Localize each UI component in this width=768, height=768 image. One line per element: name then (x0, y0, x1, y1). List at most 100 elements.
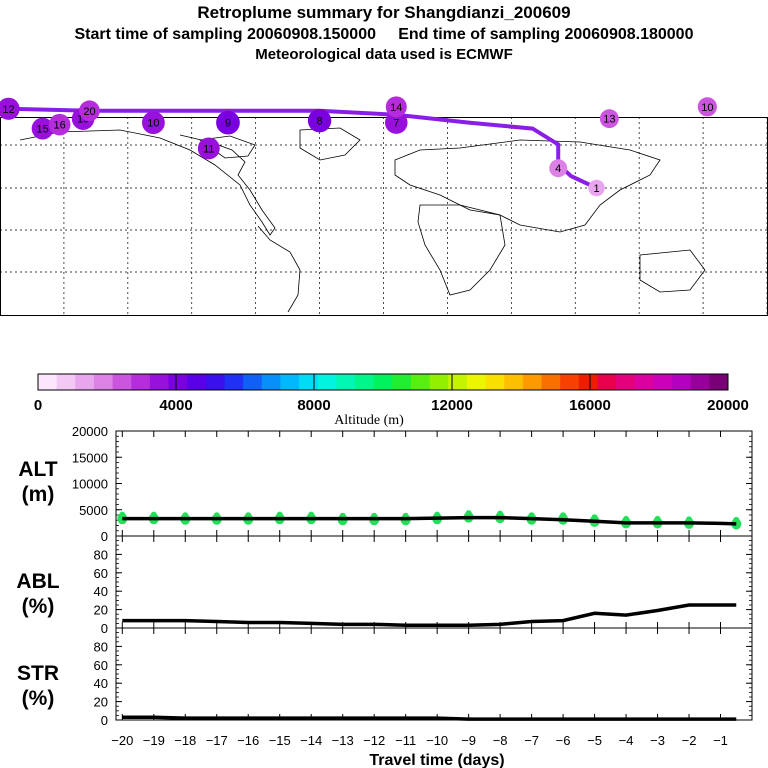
colorbar-swatch (336, 374, 356, 390)
altitude-point-spread (182, 512, 189, 519)
map-frame (0, 117, 768, 316)
plume-marker (307, 108, 332, 133)
x-tick-label: −1 (713, 733, 728, 748)
altitude-point-spread (245, 512, 252, 519)
x-tick-label: −5 (587, 733, 602, 748)
colorbar-swatch (634, 374, 654, 390)
colorbar-swatch (299, 374, 319, 390)
y-axis-label: ALT (18, 458, 57, 481)
colorbar-swatch (653, 374, 673, 390)
x-tick-label: −19 (143, 733, 165, 748)
y-tick-label: 10000 (72, 477, 108, 492)
altitude-point-spread (434, 511, 441, 518)
colorbar-swatch (541, 374, 561, 390)
x-tick-label: −16 (237, 733, 259, 748)
colorbar-swatch (709, 374, 729, 390)
y-tick-label: 0 (101, 621, 108, 636)
sampling-times: Start time of sampling 20060908.150000 E… (74, 26, 694, 43)
x-tick-label: −13 (332, 733, 354, 748)
page-title: Retroplume summary for Shangdianzi_20060… (197, 3, 571, 22)
x-tick-label: −11 (395, 733, 416, 748)
altitude-point-spread (654, 515, 661, 522)
plume-marker (142, 111, 165, 135)
coastline (19, 129, 276, 236)
y-axis-label-unit: (%) (22, 687, 55, 710)
coastline (257, 225, 301, 313)
y-tick-label: 40 (94, 584, 108, 599)
altitude-point-spread (308, 511, 315, 518)
plume-marker (385, 96, 407, 118)
x-tick-label: −10 (426, 733, 448, 748)
met-data-source: Meteorological data used is ECMWF (255, 46, 513, 63)
altitude-colorbar: 0 4000 8000 12000 16000 20000 Altitude (m) (34, 373, 749, 428)
colorbar-swatch (560, 374, 580, 390)
series-line (122, 715, 737, 721)
plume-marker-label: 4 (555, 163, 561, 175)
plume-marker (599, 109, 619, 129)
y-tick-label: 60 (94, 566, 108, 581)
y-tick-label: 80 (94, 639, 108, 654)
colorbar-tick-label: 4000 (159, 397, 192, 414)
colorbar-swatch (392, 374, 412, 390)
plume-marker (549, 159, 568, 178)
y-axis-label: STR (17, 662, 59, 685)
colorbar-swatch (224, 374, 244, 390)
plume-marker-label: 1 (593, 183, 599, 195)
colorbar-swatch (168, 374, 188, 390)
plume-marker-label: 8 (317, 116, 323, 128)
colorbar-swatch (522, 374, 542, 390)
x-tick-label: −4 (619, 733, 634, 748)
y-tick-label: 20 (94, 603, 108, 618)
y-tick-label: 15000 (72, 450, 108, 465)
plume-marker-label: 15 (36, 124, 48, 136)
colorbar-swatch (690, 374, 710, 390)
colorbar-swatch (280, 374, 300, 390)
altitude-point-spread (686, 516, 693, 523)
colorbar-swatch (38, 374, 58, 390)
plume-marker (0, 97, 20, 120)
x-tick-label: −20 (111, 733, 133, 748)
colorbar-tick-label: 0 (34, 397, 42, 414)
y-tick-label: 40 (94, 676, 108, 691)
colorbar-swatch (149, 374, 169, 390)
colorbar-tick-label: 16000 (569, 397, 611, 414)
plume-marker-label: 9 (225, 118, 231, 130)
colorbar-swatch (616, 374, 636, 390)
altitude-point-spread (119, 511, 126, 518)
altitude-point-spread (497, 510, 504, 517)
y-tick-label: 80 (94, 547, 108, 562)
altitude-point-spread (591, 514, 598, 521)
plume-marker (197, 137, 220, 160)
plume-marker (588, 179, 605, 197)
panel-alt: 0 5000 10000 15000 20000 ALT(m) (18, 424, 753, 544)
plume-marker-label: 10 (701, 102, 713, 114)
x-tick-label: −18 (174, 733, 196, 748)
x-tick-label: −3 (650, 733, 665, 748)
colorbar-swatch (93, 374, 113, 390)
colorbar-swatch (466, 374, 486, 390)
plume-marker (216, 110, 240, 135)
plume-marker-label: 7 (393, 118, 399, 130)
plume-marker-label: 13 (603, 114, 615, 126)
plume-marker (48, 113, 71, 136)
colorbar-swatch (672, 374, 692, 390)
altitude-point-spread (560, 512, 567, 519)
plume-marker (697, 97, 717, 117)
x-tick-label: −9 (461, 733, 476, 748)
y-tick-label: 5000 (79, 503, 108, 518)
series-line (122, 515, 737, 526)
colorbar-swatch (504, 374, 524, 390)
coastline (417, 204, 506, 296)
colorbar-tick-label: 12000 (431, 397, 473, 414)
plume-marker-label: 12 (2, 104, 14, 116)
altitude-point-spread (213, 512, 220, 519)
x-tick-label: −8 (493, 733, 508, 748)
altitude-point-spread (276, 511, 283, 518)
plume-marker (385, 111, 408, 134)
colorbar-swatch (187, 374, 207, 390)
colorbar-swatch (131, 374, 151, 390)
plume-marker-label: 14 (390, 102, 402, 114)
x-tick-label: −7 (524, 733, 539, 748)
plume-marker-label: 16 (54, 120, 66, 132)
